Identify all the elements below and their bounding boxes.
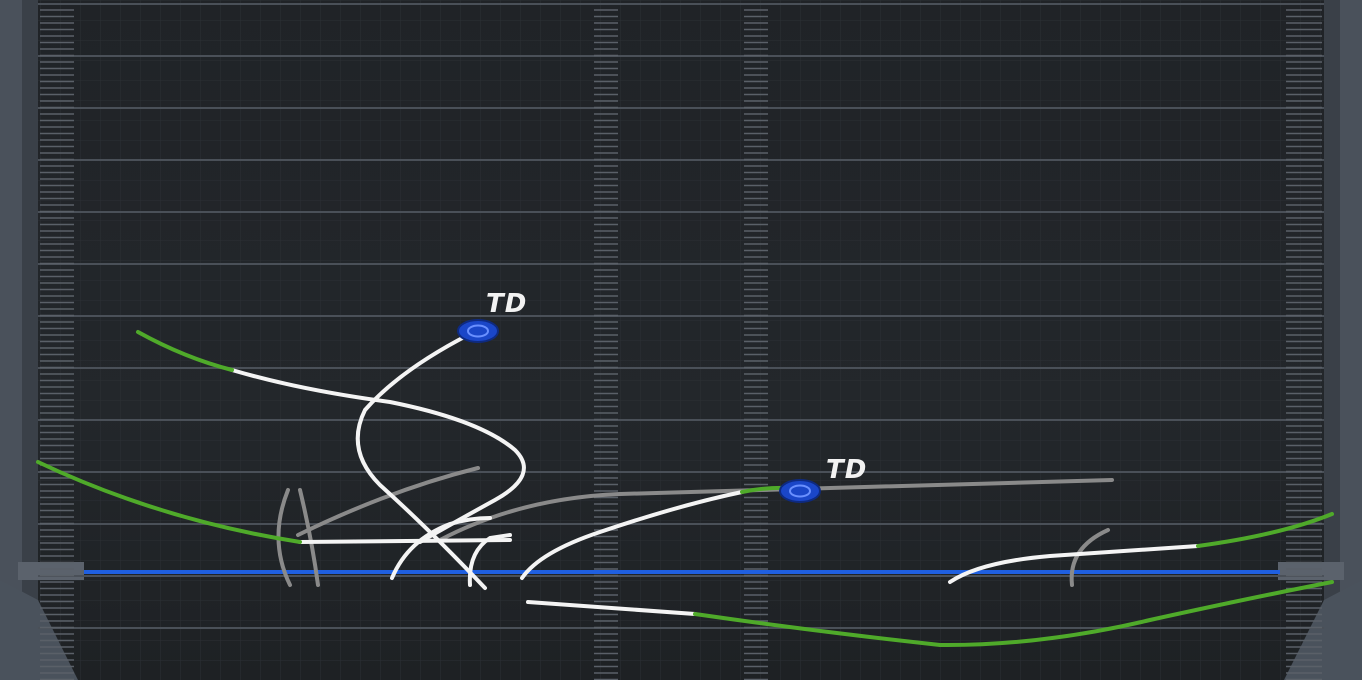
route-green-4 bbox=[693, 580, 1334, 648]
route-green-1 bbox=[136, 330, 234, 372]
td-marker-2[interactable]: TD bbox=[779, 455, 867, 503]
route-white-6 bbox=[520, 490, 744, 580]
route-green-2 bbox=[36, 460, 302, 544]
route-gray-2 bbox=[298, 488, 320, 587]
green-routes bbox=[36, 330, 1334, 648]
td-label: TD bbox=[826, 455, 867, 485]
route-white-7 bbox=[526, 600, 697, 616]
route-white-4 bbox=[467, 533, 512, 587]
yard-lines bbox=[38, 3, 1324, 629]
route-white-3 bbox=[390, 516, 492, 580]
td-marker-1[interactable]: TD bbox=[457, 289, 527, 343]
right-sideline bbox=[1278, 0, 1362, 680]
field-grid bbox=[38, 0, 1324, 680]
td-target-icon bbox=[779, 479, 821, 503]
route-white-5 bbox=[298, 538, 512, 544]
td-target-icon bbox=[457, 319, 499, 343]
route-gray-4 bbox=[438, 478, 1114, 542]
route-green-5 bbox=[1196, 512, 1334, 548]
left-sideline bbox=[0, 0, 84, 680]
hash-marks bbox=[40, 9, 1322, 680]
td-label: TD bbox=[486, 289, 527, 319]
primary-routes bbox=[230, 332, 1200, 616]
route-white-1 bbox=[230, 368, 526, 544]
route-white-2 bbox=[355, 332, 487, 590]
route-white-8 bbox=[948, 544, 1200, 584]
